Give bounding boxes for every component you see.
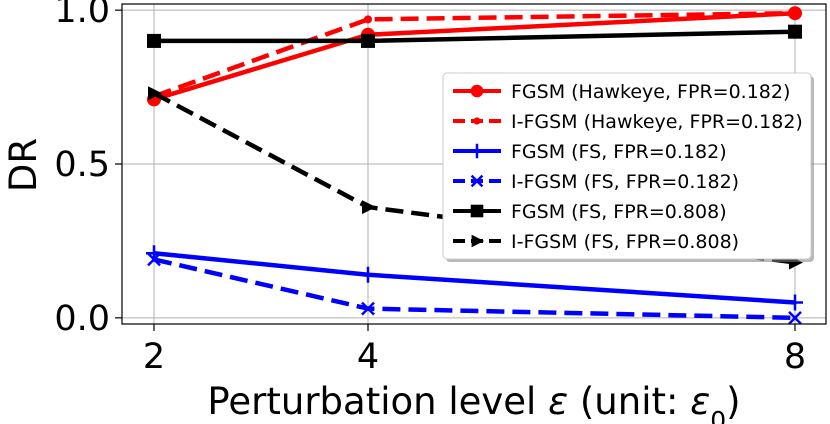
series-3-point [147,252,161,267]
legend-box [442,72,812,260]
x-tick-label: 8 [784,337,806,377]
legend-marker-1 [473,117,481,125]
legend-marker-5 [471,234,485,248]
legend: FGSM (Hawkeye, FPR=0.182) I-FGSM (Hawkeye… [442,72,814,262]
series-5-point [148,86,162,101]
legend-label-0: FGSM (Hawkeye, FPR=0.182) [511,81,790,103]
series-line-3 [153,257,796,321]
legend-label-1: I-FGSM (Hawkeye, FPR=0.182) [511,111,803,133]
series-5-point [362,200,376,215]
legend-label-2: FGSM (FS, FPR=0.182) [511,141,727,163]
legend-marker-2 [469,143,485,159]
legend-marker-3 [470,174,484,188]
y-tick-label: 0.0 [54,299,110,339]
x-tick-label: 2 [143,337,165,377]
y-tick-label: 1.0 [54,0,110,31]
legend-marker-4 [470,204,484,218]
series-2-point [787,294,803,311]
series-1-point [364,15,372,24]
series-1-point [791,9,799,18]
series-3-point [788,310,802,325]
legend-label-4: FGSM (FS, FPR=0.808) [511,201,727,223]
series-line-4 [154,29,796,44]
series-3-point [361,301,375,316]
x-tick-label: 4 [357,337,379,377]
legend-marker-0 [470,84,484,98]
series-4-point [147,33,161,48]
y-tick-label: 0.5 [54,145,110,185]
series-layer [146,6,803,325]
series-4-point [788,24,802,39]
series-2-point [360,266,376,283]
legend-label-5: I-FGSM (FS, FPR=0.808) [511,231,739,253]
y-axis-label: DR [2,138,45,192]
legend-label-3: I-FGSM (FS, FPR=0.182) [511,171,739,193]
series-4-point [361,33,375,48]
x-axis-label: Perturbation level ε (unit: ε0) [207,380,740,424]
ticks: 2 4 8 0.0 0.5 1.0 [54,0,806,377]
